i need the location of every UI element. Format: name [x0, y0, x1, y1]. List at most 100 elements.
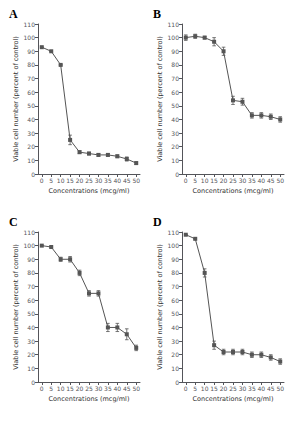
svg-text:0: 0: [175, 379, 179, 386]
svg-text:40: 40: [258, 385, 266, 392]
svg-text:45: 45: [267, 177, 275, 184]
svg-text:30: 30: [27, 338, 35, 345]
svg-text:20: 20: [27, 351, 35, 358]
svg-text:40: 40: [171, 116, 179, 123]
svg-text:40: 40: [114, 385, 122, 392]
svg-text:20: 20: [220, 385, 228, 392]
svg-text:40: 40: [171, 324, 179, 331]
svg-text:0: 0: [184, 177, 188, 184]
svg-text:10: 10: [57, 177, 65, 184]
svg-text:Viable cell number (percent of: Viable cell number (percent of control): [156, 36, 164, 162]
svg-text:90: 90: [27, 48, 35, 55]
svg-text:60: 60: [27, 297, 35, 304]
svg-text:25: 25: [85, 385, 93, 392]
svg-text:5: 5: [193, 385, 197, 392]
svg-text:C: C: [9, 215, 18, 229]
svg-text:45: 45: [123, 177, 131, 184]
svg-text:110: 110: [168, 229, 180, 236]
svg-text:D: D: [153, 215, 162, 229]
svg-text:35: 35: [248, 177, 256, 184]
svg-text:40: 40: [27, 116, 35, 123]
svg-text:110: 110: [24, 229, 36, 236]
svg-text:B: B: [153, 7, 161, 21]
svg-text:20: 20: [220, 177, 228, 184]
svg-text:50: 50: [276, 385, 284, 392]
svg-text:35: 35: [248, 385, 256, 392]
svg-text:100: 100: [24, 34, 36, 41]
svg-text:Concentrations (mcg/ml): Concentrations (mcg/ml): [193, 395, 274, 403]
svg-text:0: 0: [31, 379, 35, 386]
svg-text:Concentrations (mcg/ml): Concentrations (mcg/ml): [49, 395, 130, 403]
svg-text:90: 90: [171, 256, 179, 263]
svg-text:10: 10: [201, 177, 209, 184]
svg-text:20: 20: [171, 143, 179, 150]
svg-text:0: 0: [184, 385, 188, 392]
svg-text:50: 50: [171, 102, 179, 109]
svg-text:60: 60: [171, 297, 179, 304]
svg-text:80: 80: [27, 269, 35, 276]
svg-text:70: 70: [27, 283, 35, 290]
svg-text:60: 60: [171, 89, 179, 96]
svg-text:40: 40: [114, 177, 122, 184]
svg-text:30: 30: [27, 130, 35, 137]
svg-text:Concentrations (mcg/ml): Concentrations (mcg/ml): [193, 187, 274, 195]
svg-text:20: 20: [76, 385, 84, 392]
svg-text:10: 10: [171, 157, 179, 164]
svg-text:70: 70: [27, 75, 35, 82]
svg-text:50: 50: [27, 102, 35, 109]
svg-text:50: 50: [132, 177, 140, 184]
svg-text:15: 15: [66, 177, 74, 184]
svg-text:100: 100: [24, 242, 36, 249]
svg-text:0: 0: [40, 177, 44, 184]
svg-text:10: 10: [57, 385, 65, 392]
svg-text:100: 100: [168, 242, 180, 249]
svg-text:90: 90: [171, 48, 179, 55]
svg-text:15: 15: [66, 385, 74, 392]
svg-text:15: 15: [210, 177, 218, 184]
svg-text:0: 0: [31, 171, 35, 178]
svg-text:90: 90: [27, 256, 35, 263]
svg-text:Viable cell number (percent of: Viable cell number (percent of control): [156, 244, 164, 370]
svg-text:10: 10: [27, 157, 35, 164]
svg-text:A: A: [9, 7, 18, 21]
svg-text:0: 0: [40, 385, 44, 392]
svg-text:Viable cell number (percent of: Viable cell number (percent of control): [12, 36, 20, 162]
svg-text:25: 25: [229, 385, 237, 392]
svg-text:20: 20: [76, 177, 84, 184]
svg-text:25: 25: [85, 177, 93, 184]
svg-text:35: 35: [104, 177, 112, 184]
svg-text:20: 20: [27, 143, 35, 150]
svg-text:5: 5: [49, 385, 53, 392]
svg-text:80: 80: [171, 269, 179, 276]
svg-text:0: 0: [175, 171, 179, 178]
svg-text:30: 30: [239, 385, 247, 392]
svg-text:110: 110: [168, 21, 180, 28]
svg-text:80: 80: [27, 61, 35, 68]
svg-text:110: 110: [24, 21, 36, 28]
svg-text:Concentrations (mcg/ml): Concentrations (mcg/ml): [49, 187, 130, 195]
svg-text:50: 50: [27, 310, 35, 317]
svg-text:30: 30: [171, 130, 179, 137]
svg-text:40: 40: [258, 177, 266, 184]
svg-text:20: 20: [171, 351, 179, 358]
svg-text:50: 50: [276, 177, 284, 184]
svg-text:25: 25: [229, 177, 237, 184]
svg-text:60: 60: [27, 89, 35, 96]
svg-text:40: 40: [27, 324, 35, 331]
svg-text:5: 5: [49, 177, 53, 184]
svg-text:30: 30: [95, 385, 103, 392]
svg-text:10: 10: [27, 365, 35, 372]
svg-text:5: 5: [193, 177, 197, 184]
svg-text:30: 30: [239, 177, 247, 184]
svg-text:35: 35: [104, 385, 112, 392]
svg-text:70: 70: [171, 283, 179, 290]
svg-text:50: 50: [171, 310, 179, 317]
svg-text:10: 10: [171, 365, 179, 372]
svg-text:50: 50: [132, 385, 140, 392]
svg-text:70: 70: [171, 75, 179, 82]
svg-text:80: 80: [171, 61, 179, 68]
svg-text:30: 30: [171, 338, 179, 345]
svg-text:15: 15: [210, 385, 218, 392]
svg-text:Viable cell number (percent of: Viable cell number (percent of control): [12, 244, 20, 370]
svg-text:45: 45: [267, 385, 275, 392]
